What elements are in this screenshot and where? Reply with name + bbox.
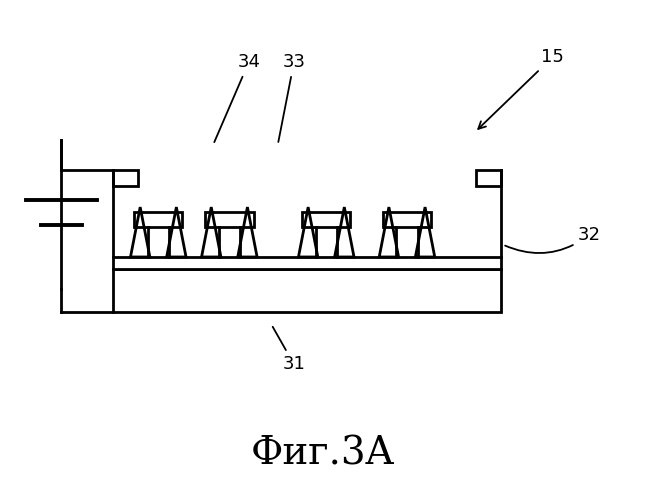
- Bar: [205, 212, 253, 227]
- Bar: [302, 212, 350, 227]
- Text: 34: 34: [214, 53, 260, 142]
- Text: 15: 15: [478, 48, 564, 129]
- Bar: [113, 257, 501, 269]
- Bar: [113, 269, 501, 312]
- Text: Фиг.3A: Фиг.3A: [251, 436, 395, 473]
- Bar: [476, 170, 501, 186]
- Text: 32: 32: [505, 226, 601, 253]
- Text: 31: 31: [273, 327, 306, 373]
- Bar: [134, 212, 182, 227]
- Bar: [382, 212, 432, 227]
- Bar: [113, 170, 138, 186]
- Text: 33: 33: [278, 53, 306, 142]
